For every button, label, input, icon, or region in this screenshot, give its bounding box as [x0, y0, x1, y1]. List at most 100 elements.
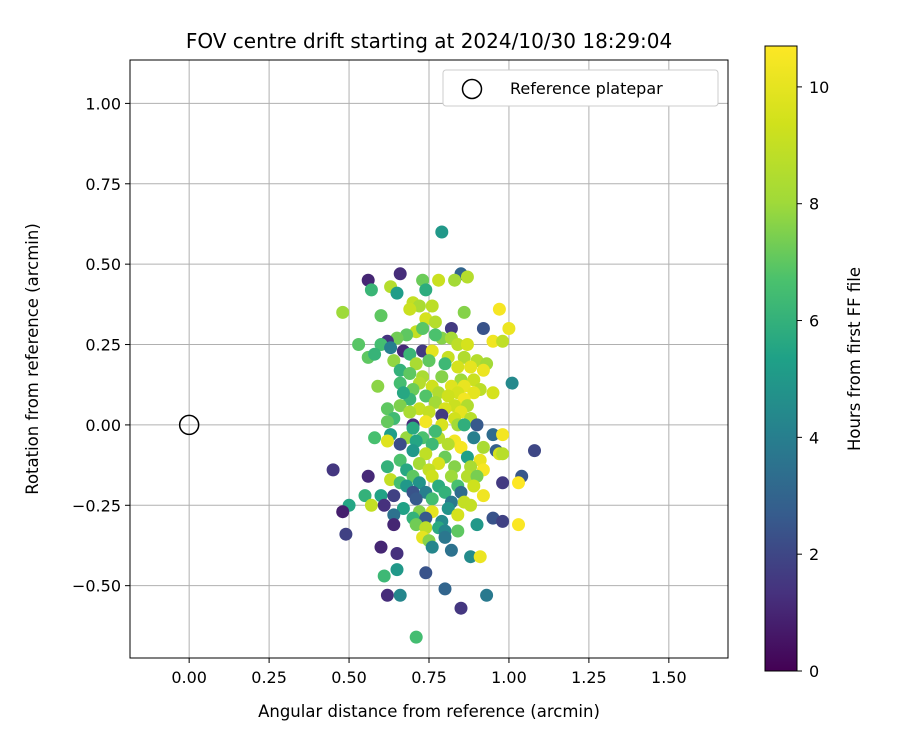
- data-point: [396, 386, 410, 400]
- data-point: [393, 399, 407, 413]
- data-point: [457, 350, 471, 364]
- data-point: [428, 315, 442, 329]
- data-point: [393, 267, 407, 281]
- data-point: [496, 428, 510, 442]
- data-point: [428, 395, 442, 409]
- data-point: [326, 463, 340, 477]
- colorbar-tick-label: 10: [809, 78, 829, 97]
- data-point: [476, 440, 490, 454]
- data-point: [486, 428, 500, 442]
- y-tick-label: 0.00: [85, 416, 121, 435]
- data-point: [396, 502, 410, 515]
- data-point: [435, 225, 449, 239]
- data-point: [403, 347, 417, 361]
- data-point: [435, 408, 449, 422]
- data-point: [444, 543, 458, 557]
- y-axis-label: Rotation from reference (arcmin): [23, 223, 42, 495]
- data-point: [467, 386, 481, 400]
- data-point: [496, 334, 510, 348]
- data-point: [460, 469, 474, 483]
- y-tick-label: −0.25: [72, 496, 121, 515]
- colorbar-tick-label: 4: [809, 428, 819, 447]
- colorbar-gradient: [764, 45, 798, 672]
- data-point: [358, 489, 372, 503]
- data-point: [454, 601, 468, 615]
- data-point: [352, 338, 366, 351]
- data-point: [451, 360, 465, 374]
- data-point: [467, 479, 481, 493]
- data-point: [496, 514, 510, 528]
- data-point: [390, 563, 404, 577]
- data-point: [409, 630, 423, 644]
- data-point: [496, 476, 510, 490]
- data-point: [435, 370, 449, 384]
- colorbar-tick-label: 0: [809, 662, 819, 681]
- data-point: [422, 354, 436, 368]
- reference-point: [178, 414, 200, 436]
- data-point: [387, 508, 401, 522]
- data-point: [412, 457, 426, 470]
- data-point: [454, 440, 468, 454]
- data-point: [528, 444, 541, 458]
- data-point: [361, 469, 375, 483]
- data-point: [444, 469, 458, 483]
- data-point: [432, 273, 446, 287]
- data-point: [368, 347, 382, 361]
- data-point: [457, 418, 471, 432]
- data-point: [496, 447, 510, 461]
- data-point: [460, 338, 474, 351]
- data-point: [438, 582, 452, 596]
- data-point: [457, 305, 471, 319]
- x-tick-label: 0.75: [411, 668, 447, 687]
- data-point: [467, 431, 481, 445]
- data-point: [486, 334, 500, 348]
- data-point: [464, 498, 478, 512]
- y-axis-ticks: −0.50 −0.25 0.00 0.25 0.50 0.75 1.00: [72, 94, 130, 596]
- data-point: [419, 283, 433, 297]
- data-point: [419, 415, 433, 429]
- y-tick-label: 0.50: [85, 255, 121, 274]
- data-point: [470, 418, 484, 432]
- data-point: [374, 540, 388, 554]
- data-point: [428, 424, 442, 438]
- data-point: [470, 518, 484, 532]
- x-tick-label: 0.25: [251, 668, 287, 687]
- y-tick-label: 1.00: [85, 94, 121, 113]
- data-point: [419, 389, 433, 403]
- data-point: [377, 569, 391, 583]
- legend: Reference platepar: [442, 69, 719, 107]
- data-point: [364, 498, 378, 512]
- data-point: [512, 518, 525, 532]
- data-point: [339, 527, 353, 541]
- data-point: [390, 547, 404, 560]
- data-point: [512, 476, 525, 490]
- data-point: [464, 550, 478, 564]
- x-tick-label: 1.50: [651, 668, 687, 687]
- data-point: [425, 469, 439, 483]
- data-point: [384, 341, 398, 355]
- data-point: [416, 322, 430, 335]
- data-point: [428, 328, 442, 342]
- x-tick-label: 1.25: [571, 668, 607, 687]
- data-point: [393, 437, 407, 451]
- data-point: [432, 457, 446, 470]
- data-point: [380, 434, 394, 448]
- data-point: [409, 492, 423, 506]
- data-point: [374, 309, 388, 323]
- data-point: [393, 453, 407, 467]
- y-tick-label: −0.50: [72, 577, 121, 596]
- data-point: [368, 431, 382, 445]
- data-point: [451, 508, 465, 522]
- data-point: [441, 389, 455, 403]
- data-point: [451, 524, 465, 538]
- data-point: [380, 460, 394, 474]
- colorbar-tick-label: 8: [809, 195, 819, 214]
- data-point: [492, 302, 506, 316]
- data-point: [425, 299, 439, 313]
- data-point: [467, 373, 481, 387]
- data-point: [502, 322, 516, 335]
- legend-marker: [461, 78, 483, 100]
- data-point: [364, 283, 378, 297]
- data-point: [460, 270, 474, 284]
- data-point: [425, 492, 439, 506]
